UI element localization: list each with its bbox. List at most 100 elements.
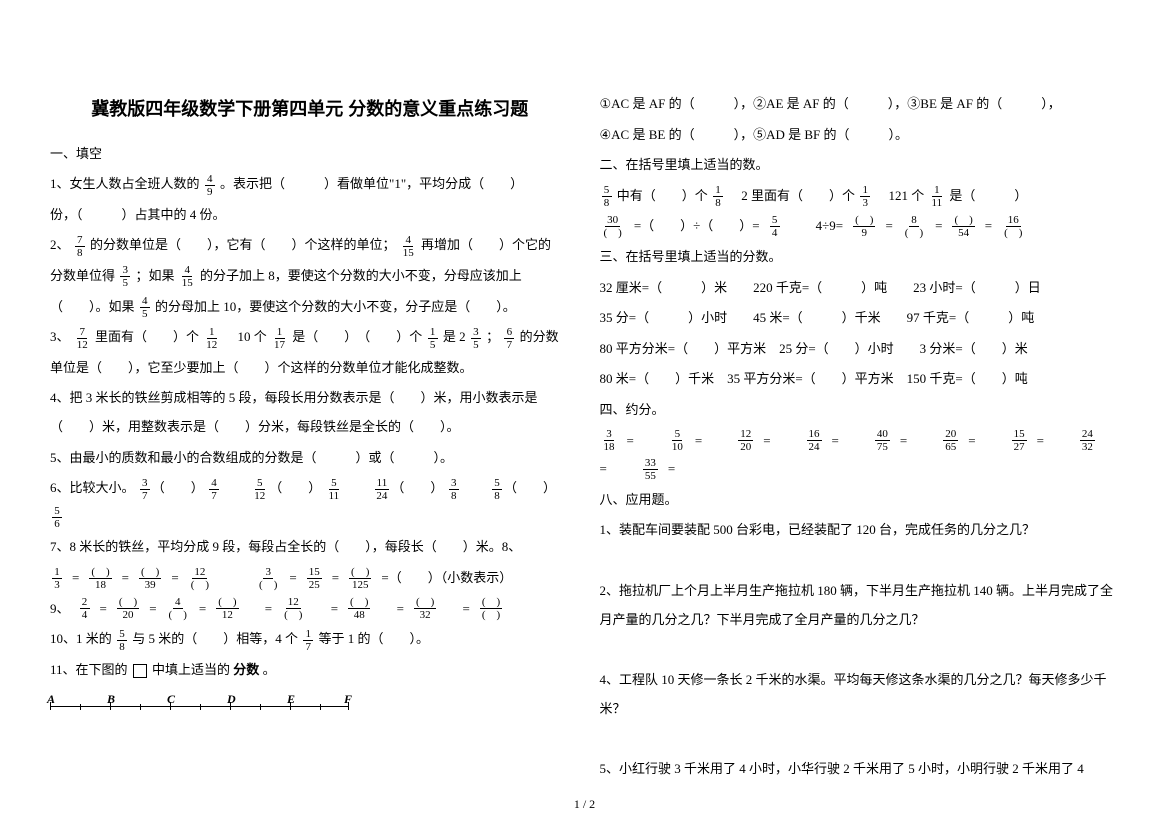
frac-4-15b: 415 bbox=[180, 264, 195, 289]
p2: 2、拖拉机厂上个月上半月生产拖拉机 180 辆，下半月生产拖拉机 140 辆。上… bbox=[600, 577, 1120, 634]
f-b-54: ( )54 bbox=[952, 214, 974, 239]
q3: 3、 712 里面有（ ）个 112 10 个 117 是（ ） （ ）个 15… bbox=[50, 323, 570, 352]
f-3-7: 37 bbox=[140, 477, 150, 502]
r3-3: 80 平方分米=（ ）平方米 25 分=（ ）小时 3 分米=（ ）米 bbox=[600, 335, 1120, 364]
f-5-8b: 58 bbox=[117, 628, 127, 653]
f-1-7: 17 bbox=[303, 628, 313, 653]
q2-line2: 分数单位得 35 ；如果 415 的分子加上 8，要使这个分数的大小不变，分母应… bbox=[50, 262, 570, 291]
q1c: 份，（ ）占其中的 4 份。 bbox=[50, 201, 570, 230]
f-3-8: 38 bbox=[449, 477, 459, 502]
pt-A: A bbox=[47, 686, 55, 712]
s2: 二、在括号里填上适当的数。 bbox=[600, 151, 1120, 180]
p5: 5、小红行驶 3 千米用了 4 小时，小华行驶 2 千米用了 5 小时，小明行驶… bbox=[600, 755, 1120, 784]
f-33-55: 3355 bbox=[643, 457, 658, 482]
f-1-3: 13 bbox=[52, 566, 62, 591]
q3b: 里面有（ ）个 bbox=[95, 329, 199, 344]
q2g: （ ）。如果 bbox=[50, 299, 135, 314]
f-4-b: 4( ) bbox=[167, 596, 189, 621]
pt-B: B bbox=[107, 686, 115, 712]
q9l: 9、 bbox=[50, 595, 70, 624]
q2e: ；如果 bbox=[136, 268, 175, 283]
r2-line2: 30( ) =（ ）÷（ ）= 54 4÷9= ( )9 = 8( ) = ( … bbox=[600, 212, 1120, 241]
f-40-75: 4075 bbox=[875, 428, 890, 453]
box-icon bbox=[133, 664, 147, 678]
f-b-125: ( )125 bbox=[349, 566, 371, 591]
q3f: ； bbox=[486, 329, 499, 344]
f-3-18: 318 bbox=[602, 428, 617, 453]
r2e: =（ ）÷（ ）= bbox=[634, 212, 760, 241]
f-1-11: 111 bbox=[930, 184, 945, 209]
f-16-b: 16( ) bbox=[1002, 214, 1024, 239]
pt-C: C bbox=[167, 686, 175, 712]
r2d: 是（ ） bbox=[949, 188, 1027, 203]
q2a: 2、 bbox=[50, 237, 70, 252]
q10: 10、1 米的 58 与 5 米的（ ）相等，4 个 17 等于 1 的（ ）。 bbox=[50, 625, 570, 654]
pt-E: E bbox=[287, 686, 295, 712]
q1a: 1、女生人数占全班人数的 bbox=[50, 176, 200, 191]
q3g: 的分数 bbox=[520, 329, 559, 344]
f-1-8: 18 bbox=[713, 184, 723, 209]
q2c: 再增加（ ）个它的 bbox=[421, 237, 551, 252]
f-1-3b: 13 bbox=[860, 184, 870, 209]
q3e: 是 2 bbox=[443, 329, 466, 344]
s8: 八、应用题。 bbox=[600, 486, 1120, 515]
f-b-32: ( )32 bbox=[414, 596, 436, 621]
q7: 7、8 米长的铁丝，平均分成 9 段，每段占全长的（ ），每段长（ ）米。8、 bbox=[50, 533, 570, 562]
r2c: 121 个 bbox=[876, 188, 925, 203]
pt-F: F bbox=[344, 686, 352, 712]
f-4-7: 47 bbox=[209, 477, 219, 502]
f-15-27: 1527 bbox=[1012, 428, 1027, 453]
p4: 4、工程队 10 天修一条长 2 千米的水渠。平均每天修这条水渠的几分之几？每天… bbox=[600, 666, 1120, 723]
f-8-b: 8( ) bbox=[903, 214, 925, 239]
p1: 1、装配车间要装配 500 台彩电，已经装配了 120 台，完成任务的几分之几？ bbox=[600, 516, 1120, 545]
r2f: 4÷9= bbox=[790, 212, 843, 241]
frac-4-15a: 415 bbox=[401, 234, 416, 259]
f-20-65: 2065 bbox=[943, 428, 958, 453]
q11a: 11、在下图的 bbox=[50, 662, 128, 677]
f-15-25: 1525 bbox=[307, 566, 322, 591]
q8: 13 = ( )18 = ( )39 = 12( ) 3( ) = 1525 =… bbox=[50, 564, 570, 593]
f-b-18: ( )18 bbox=[89, 566, 111, 591]
q2f: 的分子加上 8，要使这个分数的大小不变，分母应该加上 bbox=[200, 268, 522, 283]
page-number: 1 / 2 bbox=[0, 797, 1169, 812]
r3-1: 32 厘米=（ ）米 220 千克=（ ）吨 23 小时=（ ）日 bbox=[600, 274, 1120, 303]
q4: 4、把 3 米长的铁丝剪成相等的 5 段，每段长用分数表示是（ ）米，用小数表示… bbox=[50, 384, 570, 441]
q9: 9、 24 = ( )20 = 4( ) = ( )12 = 12( ) = (… bbox=[50, 595, 570, 624]
q2d: 分数单位得 bbox=[50, 268, 115, 283]
f-5-12: 512 bbox=[252, 477, 267, 502]
q5: 5、由最小的质数和最小的合数组成的分数是（ ）或（ ）。 bbox=[50, 444, 570, 473]
q3c: 10 个 bbox=[225, 329, 267, 344]
r2b: 2 里面有（ ）个 bbox=[728, 188, 855, 203]
q11b: 中填上适当的 bbox=[152, 662, 230, 677]
f-30-b: 30( ) bbox=[602, 214, 624, 239]
frac-4-9: 49 bbox=[205, 173, 215, 198]
f-5-11: 511 bbox=[327, 477, 342, 502]
f-12-20: 1220 bbox=[738, 428, 753, 453]
f-12-b2: 12( ) bbox=[282, 596, 304, 621]
q1b: 。表示把（ ）看做单位"1"，平均分成（ ） bbox=[220, 176, 523, 191]
frac-4-5: 45 bbox=[140, 295, 150, 320]
rq1: ①AC 是 AF 的（ ），②AE 是 AF 的（ ），③BE 是 AF 的（ … bbox=[600, 90, 1120, 119]
q11c: 分数 bbox=[233, 662, 259, 677]
yuefen: 318= 510= 1220= 1624= 4075= 2065= 1527= … bbox=[600, 427, 1120, 484]
f-b-b: ( )( ) bbox=[480, 596, 502, 621]
f-5-4: 54 bbox=[770, 214, 780, 239]
f-b-12: ( )12 bbox=[216, 596, 238, 621]
q3d: 是（ ） （ ）个 bbox=[292, 329, 422, 344]
r3-4: 80 米=（ ）千米 35 平方分米=（ ）平方米 150 千克=（ ）吨 bbox=[600, 365, 1120, 394]
rq2: ④AC 是 BE 的（ ），⑤AD 是 BF 的（ ）。 bbox=[600, 121, 1120, 150]
q11d: 。 bbox=[263, 662, 276, 677]
q3a: 3、 bbox=[50, 329, 70, 344]
s4: 四、约分。 bbox=[600, 396, 1120, 425]
section-1: 一、填空 bbox=[50, 140, 570, 169]
q6a: 6、比较大小。 bbox=[50, 480, 135, 495]
frac-3-5: 35 bbox=[120, 264, 130, 289]
q10c: 等于 1 的（ ）。 bbox=[319, 631, 430, 646]
f-11-24: 1124 bbox=[374, 477, 389, 502]
q1: 1、女生人数占全班人数的 49 。表示把（ ）看做单位"1"，平均分成（ ） bbox=[50, 170, 570, 199]
r2a: 中有（ ）个 bbox=[617, 188, 708, 203]
f-16-24: 1624 bbox=[807, 428, 822, 453]
frac-1-5: 15 bbox=[428, 326, 438, 351]
q2h: 的分母加上 10，要使这个分数的大小不变，分子应是（ ）。 bbox=[155, 299, 516, 314]
page-title: 冀教版四年级数学下册第四单元 分数的意义重点练习题 bbox=[50, 90, 570, 130]
